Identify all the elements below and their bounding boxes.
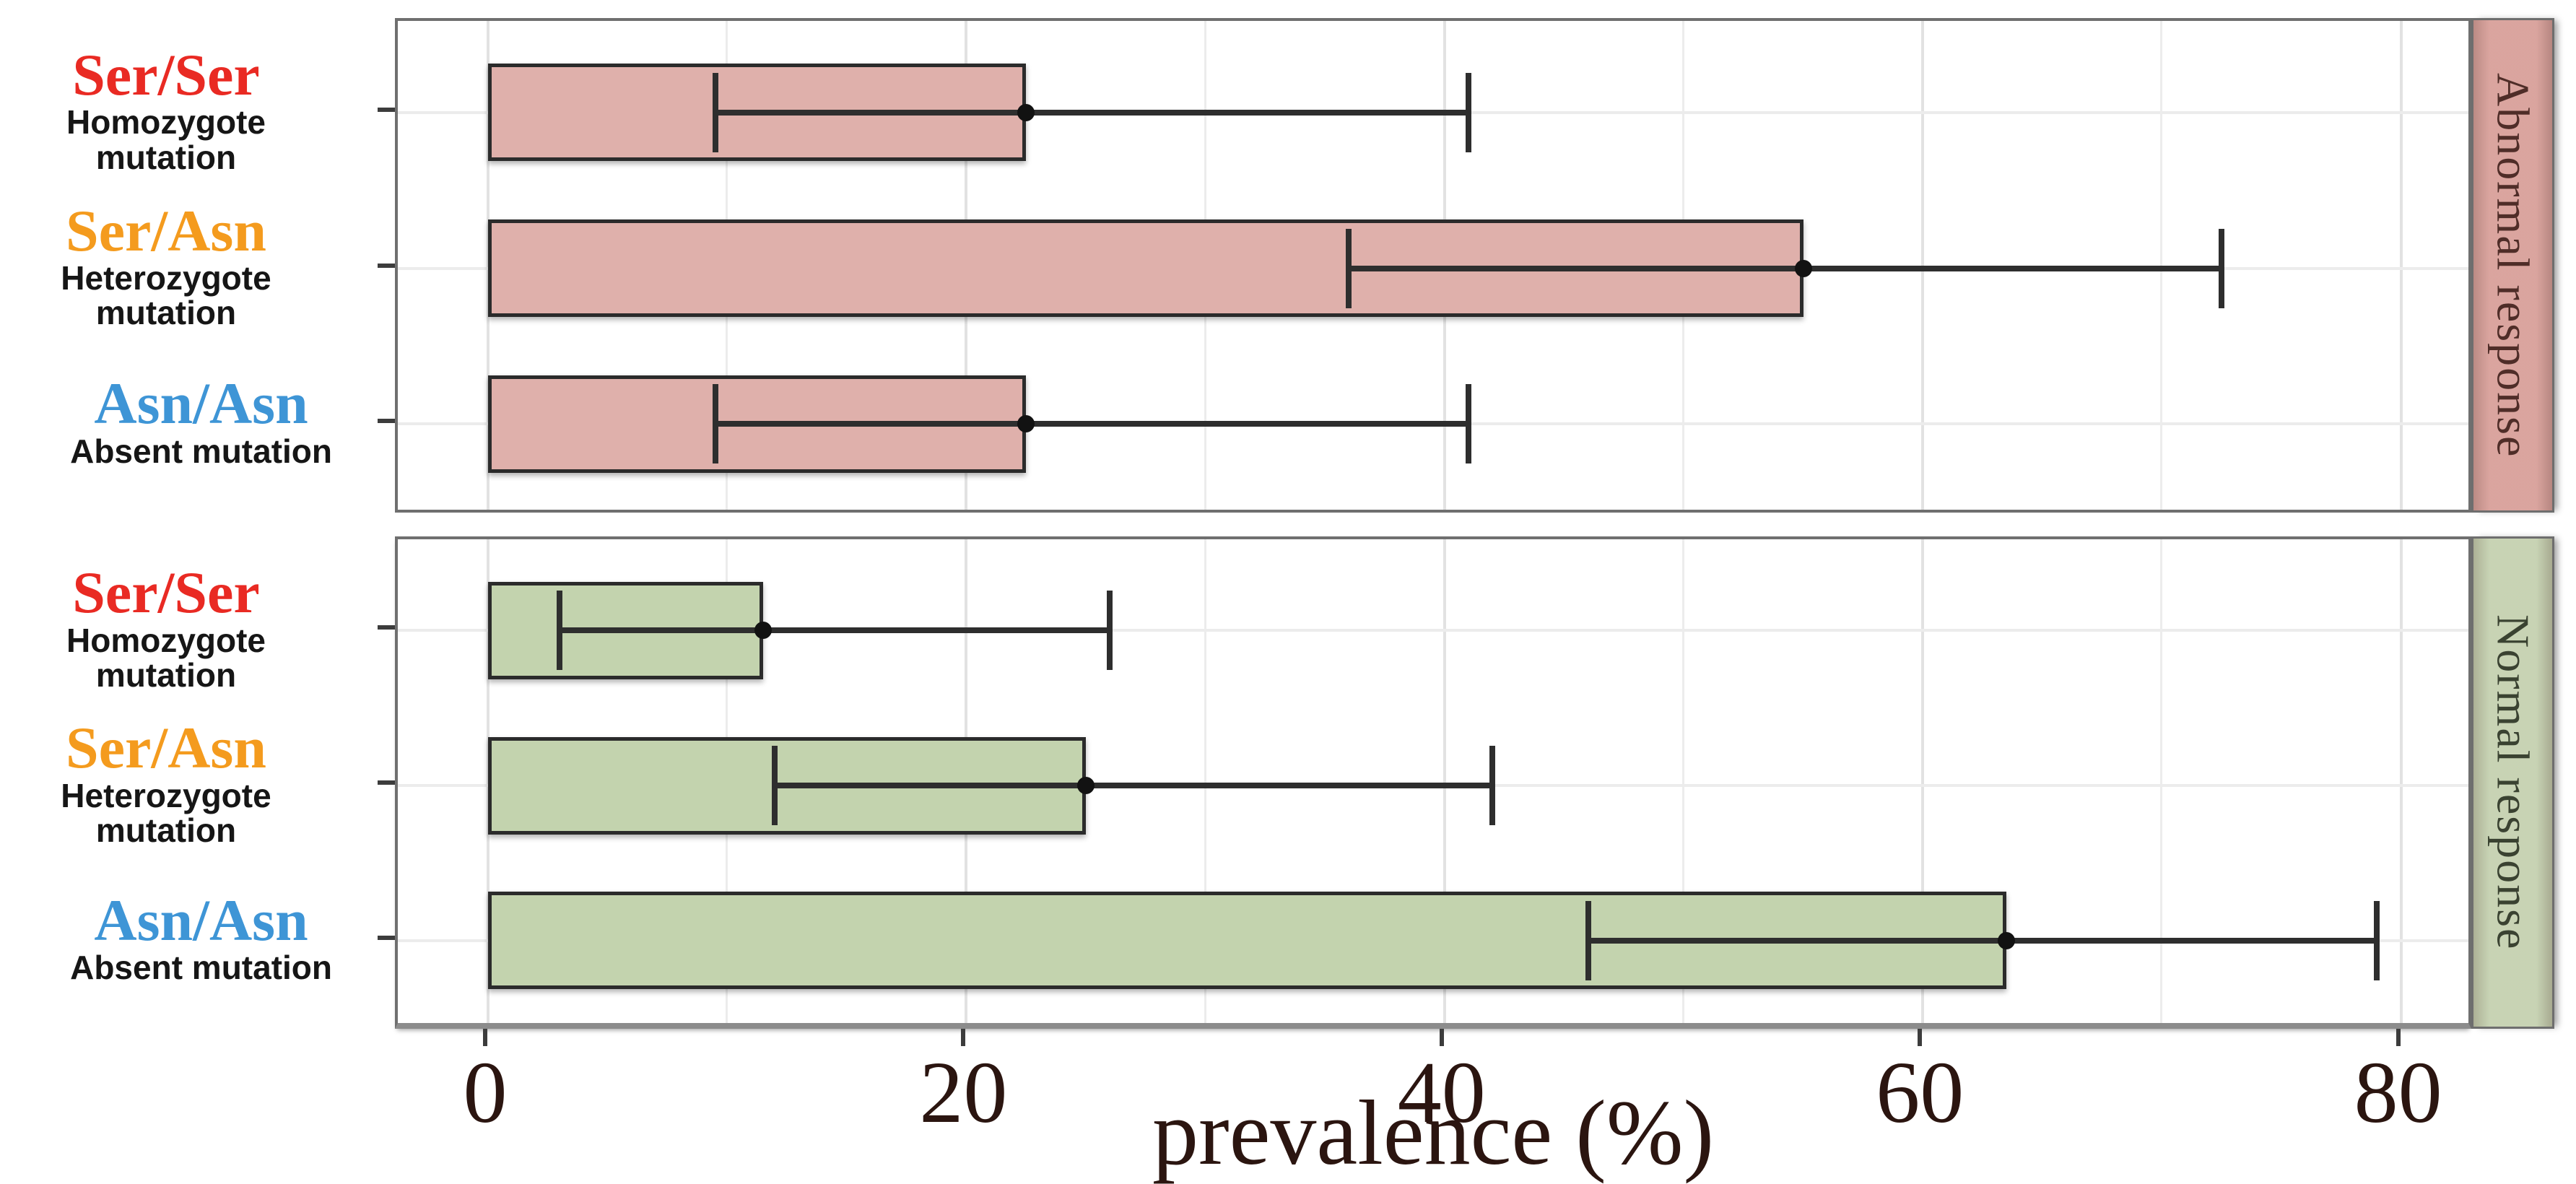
error-bar-line [715, 421, 1468, 427]
v-gridline [2399, 21, 2403, 510]
plot-panel-abnormal [395, 18, 2471, 513]
error-bar-line [1588, 937, 2377, 944]
error-bar-line [1349, 265, 2222, 271]
v-gridline [2160, 539, 2163, 1023]
genotype-label: Ser/Asn [66, 197, 266, 264]
x-tick [1918, 1029, 1923, 1046]
strip-label: Abnormal response [2487, 72, 2539, 458]
category-label: Ser/Asn Heterozygote mutation [0, 200, 332, 330]
point-estimate [1017, 415, 1035, 433]
y-tick [378, 935, 395, 940]
point-estimate [1794, 259, 1812, 277]
v-gridline [1443, 539, 1446, 1023]
genotype-description: Heterozygote mutation [61, 259, 271, 332]
y-tick [378, 107, 395, 112]
genotype-description: Absent mutation [70, 432, 332, 470]
v-gridline [1682, 539, 1684, 1023]
genotype-description: Homozygote mutation [66, 621, 266, 694]
plot-panel-normal [395, 536, 2471, 1029]
category-label: Asn/Asn Absent mutation [70, 373, 332, 469]
genotype-label: Ser/Ser [72, 560, 260, 626]
genotype-label: Ser/Ser [72, 41, 260, 108]
x-tick-label: 40 [1397, 1044, 1486, 1141]
error-bar-cap-low [1346, 228, 1352, 308]
y-tick [378, 419, 395, 424]
y-tick [378, 263, 395, 268]
point-estimate [754, 622, 772, 640]
x-tick-label: 60 [1876, 1044, 1964, 1141]
genotype-label: Asn/Asn [94, 370, 308, 437]
v-gridline [1921, 539, 1925, 1023]
error-bar-line [560, 627, 1110, 634]
point-estimate [1077, 777, 1095, 794]
error-bar-cap-low [712, 384, 718, 464]
x-tick [961, 1029, 966, 1046]
y-tick [378, 625, 395, 630]
error-bar-cap-high [1107, 591, 1113, 671]
v-gridline [1204, 539, 1206, 1023]
category-label: Ser/Ser Homozygote mutation [0, 562, 332, 692]
v-gridline [2399, 539, 2403, 1023]
category-label: Ser/Asn Heterozygote mutation [0, 718, 332, 848]
error-bar-cap-low [557, 591, 563, 671]
x-tick [483, 1029, 487, 1046]
genotype-label: Ser/Asn [66, 714, 266, 780]
error-bar-cap-low [772, 746, 778, 825]
error-bar-cap-low [1585, 900, 1591, 980]
x-tick-label: 20 [919, 1044, 1008, 1141]
x-tick-label: 0 [463, 1044, 508, 1141]
genotype-label: Asn/Asn [94, 887, 308, 953]
strip-label: Normal response [2487, 614, 2539, 951]
error-bar-cap-high [1489, 746, 1496, 825]
facet-strip: Normal response [2471, 536, 2554, 1029]
bar [488, 892, 2007, 990]
facet-strip: Abnormal response [2471, 18, 2554, 513]
error-bar-cap-high [1465, 72, 1471, 152]
x-tick-label: 80 [2354, 1044, 2442, 1141]
category-label: Ser/Ser Homozygote mutation [0, 41, 332, 176]
error-bar-line [775, 783, 1493, 788]
error-bar-cap-high [1465, 384, 1471, 464]
x-tick [2396, 1029, 2401, 1046]
category-label: Asn/Asn Absent mutation [70, 890, 332, 985]
error-bar-line [715, 109, 1468, 116]
genotype-description: Homozygote mutation [66, 103, 266, 176]
point-estimate [1998, 931, 2016, 949]
error-bar-cap-high [2219, 228, 2225, 308]
genotype-description: Absent mutation [70, 949, 332, 987]
x-axis-title: prevalence (%) [1152, 1081, 1715, 1184]
error-bar-cap-high [2374, 900, 2380, 980]
error-bar-cap-low [712, 72, 718, 152]
x-tick [1439, 1029, 1444, 1046]
genotype-description: Heterozygote mutation [61, 776, 271, 849]
point-estimate [1017, 103, 1035, 121]
h-gridline [398, 629, 2468, 632]
y-tick [378, 780, 395, 785]
